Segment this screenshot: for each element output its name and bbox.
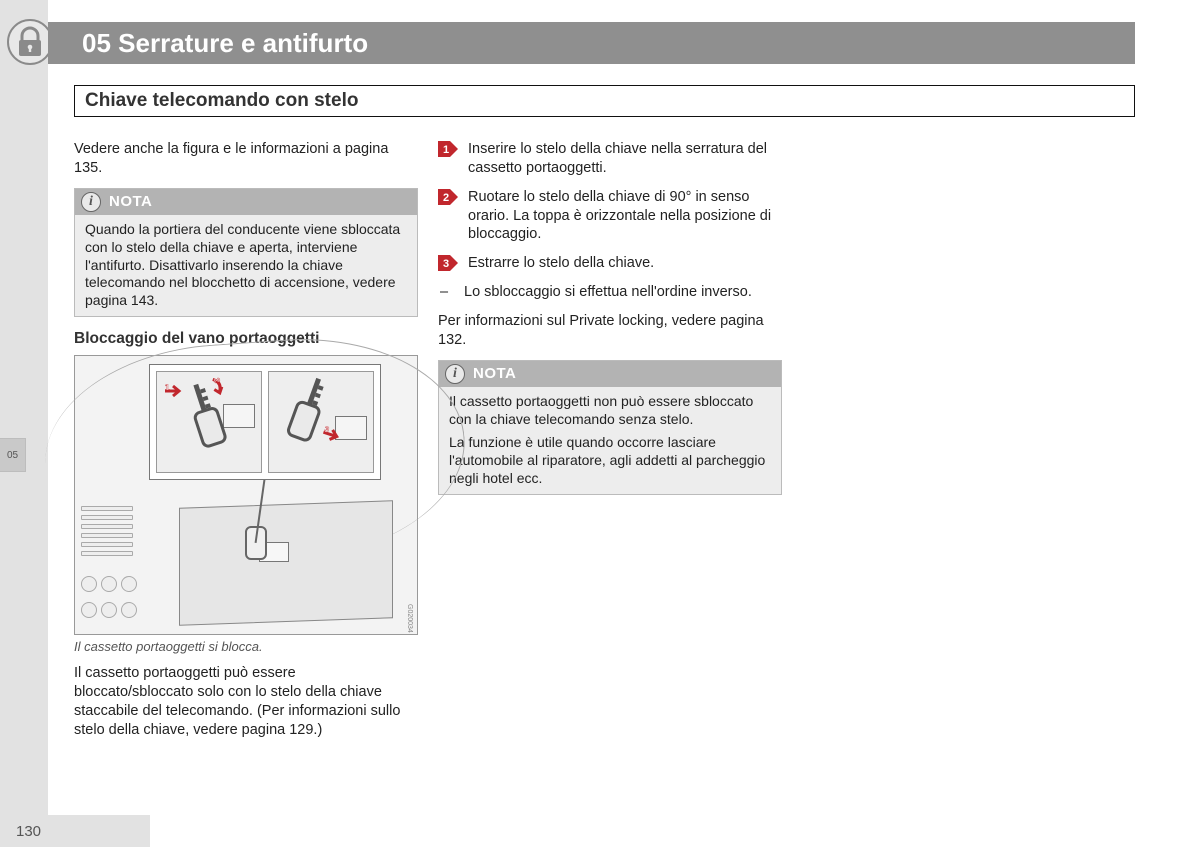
step-2: 2 Ruotare lo stelo della chiave di 90° i… [438,188,782,245]
nota-text: Quando la portiera del conducente viene … [85,221,407,311]
nota2-para2: La funzione è utile quando occorre lasci… [449,434,771,488]
nota-body: Quando la portiera del conducente viene … [75,215,417,317]
paragraph-glovebox-lock: Il cassetto portaoggetti può essere bloc… [74,664,418,739]
svg-text:2: 2 [443,192,449,204]
nota-header: i NOTA [439,361,781,387]
figure-inset: 1 2 3 [149,364,381,480]
dash-bullet: – [438,283,450,302]
page-number: 130 [0,815,150,847]
nota-header: i NOTA [75,189,417,215]
dash-note: – Lo sbloccaggio si effettua nell'ordine… [438,283,782,302]
nota-box-1: i NOTA Quando la portiera del conducente… [74,188,418,318]
intro-paragraph: Vedere anche la figura e le informazioni… [74,140,418,178]
step-1: 1 Inserire lo stelo della chiave nella s… [438,140,782,178]
info-icon: i [445,364,465,384]
nota-body: Il cassetto portaoggetti non può essere … [439,387,781,495]
section-title-box: Chiave telecomando con stelo [74,85,1135,117]
figure-glovebox: 1 2 3 G0 [74,355,418,635]
nota-label: NOTA [473,364,516,384]
inset-step-1-2: 1 2 [156,371,262,473]
svg-text:1: 1 [165,384,170,392]
step-1-text: Inserire lo stelo della chiave nella ser… [468,140,782,178]
inset-step-3: 3 [268,371,374,473]
step-marker-2-icon: 2 [438,189,458,205]
dash-text: Lo sbloccaggio si effettua nell'ordine i… [464,283,752,302]
left-gutter [0,0,48,847]
info-icon: i [81,192,101,212]
figure-caption: Il cassetto portaoggetti si blocca. [74,639,418,656]
private-locking-ref: Per informazioni sul Private locking, ve… [438,312,782,350]
numbered-steps: 1 Inserire lo stelo della chiave nella s… [438,140,782,273]
step-3-text: Estrarre lo stelo della chiave. [468,254,654,273]
step-3: 3 Estrarre lo stelo della chiave. [438,254,782,273]
nota-box-2: i NOTA Il cassetto portaoggetti non può … [438,360,782,496]
content-columns: Vedere anche la figura e le informazioni… [74,140,782,750]
section-title: Chiave telecomando con stelo [85,90,1124,112]
lock-icon [6,18,54,66]
chapter-title: 05 Serrature e antifurto [82,28,368,59]
step-2-text: Ruotare lo stelo della chiave di 90° in … [468,188,782,245]
figure-reference-code: G020034 [405,604,414,633]
column-right: 1 Inserire lo stelo della chiave nella s… [438,140,782,750]
step-marker-1-icon: 1 [438,141,458,157]
svg-text:3: 3 [443,258,449,270]
arrow-1-icon: 1 [163,384,185,398]
column-left: Vedere anche la figura e le informazioni… [74,140,418,750]
nota2-para1: Il cassetto portaoggetti non può essere … [449,393,771,429]
nota-label: NOTA [109,192,152,212]
step-marker-3-icon: 3 [438,255,458,271]
svg-text:1: 1 [443,144,449,156]
side-chapter-tab: 05 [0,438,26,472]
chapter-header-band: 05 Serrature e antifurto [48,22,1135,64]
